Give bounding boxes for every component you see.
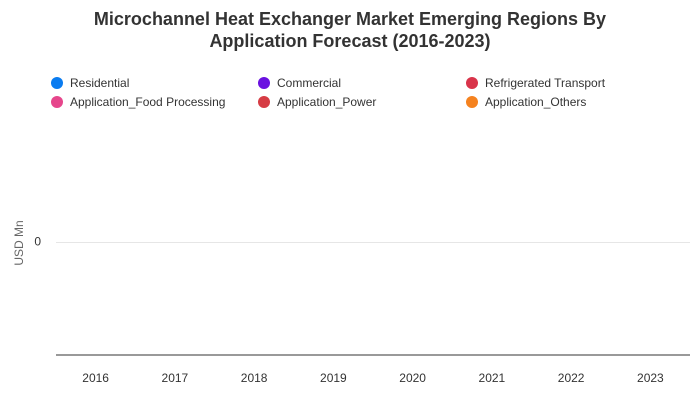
x-tick-label: 2021: [479, 371, 506, 385]
x-tick-label: 2023: [637, 371, 664, 385]
legend-label: Refrigerated Transport: [485, 76, 606, 90]
x-tick-label: 2020: [399, 371, 426, 385]
legend-marker: [258, 77, 270, 89]
y-tick-label: 0: [34, 235, 41, 249]
legend-label: Commercial: [277, 76, 341, 90]
y-axis-label: USD Mn: [12, 220, 26, 265]
legend-marker: [51, 77, 63, 89]
x-tick-label: 2018: [241, 371, 268, 385]
legend-label: Application_Power: [277, 95, 376, 109]
x-tick-label: 2022: [558, 371, 585, 385]
x-tick-label: 2017: [162, 371, 189, 385]
x-tick-label: 2019: [320, 371, 347, 385]
x-tick-label: 2016: [82, 371, 109, 385]
legend-label: Residential: [70, 76, 129, 90]
chart-title: Microchannel Heat Exchanger Market Emerg…: [93, 9, 607, 51]
legend-marker: [466, 77, 478, 89]
legend-label: Application_Others: [485, 95, 586, 109]
legend-marker: [466, 96, 478, 108]
legend-label: Application_Food Processing: [70, 95, 225, 109]
legend-marker: [51, 96, 63, 108]
legend-marker: [258, 96, 270, 108]
